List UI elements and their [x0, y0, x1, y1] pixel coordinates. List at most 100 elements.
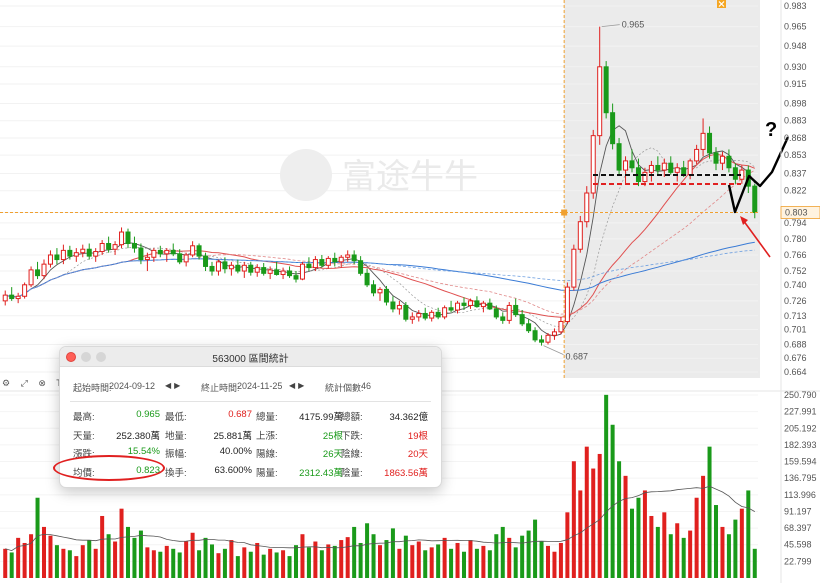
candle — [358, 256, 364, 276]
candle — [377, 287, 383, 301]
candle — [138, 243, 144, 265]
candles — [2, 26, 758, 346]
current-price-badge: 0.803 — [780, 206, 820, 219]
volume-bar — [300, 534, 305, 578]
stat-value: 4175.99萬 — [299, 412, 343, 423]
candle — [235, 259, 241, 274]
end-time-label: 終止時間: — [201, 383, 240, 393]
stat-value: 2312.43萬 — [299, 467, 343, 479]
candle — [390, 296, 396, 313]
volume-bar — [138, 530, 143, 578]
candle — [545, 332, 551, 345]
volume-bar — [222, 548, 227, 578]
candle — [455, 300, 461, 314]
candle — [351, 250, 357, 265]
expand-icon[interactable]: ⤢ — [20, 378, 28, 388]
candle — [661, 158, 667, 177]
price-tick-label: 0.898 — [784, 99, 807, 109]
window-zoom-icon[interactable] — [96, 352, 106, 362]
price-tick-label: 0.915 — [784, 79, 807, 89]
volume-bar — [610, 424, 615, 578]
price-tick-label: 0.664 — [784, 367, 807, 377]
stat-label: 地量: — [165, 430, 187, 442]
candle — [707, 126, 713, 159]
volume-bar — [306, 547, 311, 578]
stat-value: 25.881萬 — [213, 430, 252, 442]
window-titlebar[interactable]: 563000 區間統計 — [60, 347, 441, 367]
volume-bar — [526, 530, 531, 578]
candle — [80, 244, 86, 258]
volume-bar — [429, 547, 434, 578]
close-icon[interactable]: ⊗ — [38, 378, 46, 388]
candle — [435, 307, 441, 320]
volume-bar — [726, 534, 731, 578]
volume-bar — [642, 490, 647, 578]
candle — [190, 241, 196, 258]
volume-tick-label: 91.197 — [784, 506, 812, 516]
volume-bar — [209, 544, 215, 578]
annotations: ? — [593, 119, 790, 258]
candle — [183, 252, 189, 267]
volume-bar — [132, 537, 137, 578]
candle — [674, 163, 680, 182]
price-tick-label: 0.740 — [784, 280, 807, 290]
candle — [571, 244, 577, 291]
volume-axis: 250.790 227.991 205.192 182.393 159.594 136.7… — [780, 390, 817, 583]
volume-bar — [468, 540, 473, 578]
window-title: 563000 區間統計 — [212, 354, 289, 365]
selection-handle[interactable] — [561, 209, 568, 216]
candle — [506, 302, 512, 324]
price-tick-label: 0.948 — [784, 41, 807, 51]
start-time-stepper[interactable]: ◀▶ — [165, 381, 184, 390]
candle — [383, 285, 389, 306]
candle — [713, 147, 719, 171]
volume-bar — [74, 556, 79, 578]
candle — [655, 156, 661, 175]
candle — [203, 252, 209, 272]
volume-bar — [707, 446, 712, 578]
volume-tick-label: 45.598 — [784, 540, 812, 550]
candle — [371, 280, 377, 297]
volume-bar — [293, 545, 299, 578]
candle — [99, 240, 105, 255]
candle — [280, 267, 286, 280]
volume-bar — [617, 461, 622, 578]
volume-bar — [688, 530, 693, 578]
stat-label: 換手: — [165, 467, 187, 479]
candle — [241, 261, 247, 278]
volume-bar — [3, 548, 8, 578]
candle — [584, 186, 590, 228]
stat-label: 漲跌: — [73, 449, 95, 460]
volume-bar — [190, 532, 195, 578]
candle — [170, 243, 176, 257]
candle — [448, 300, 454, 313]
candle — [112, 241, 118, 255]
projection-path — [727, 136, 790, 214]
volume-bar — [281, 550, 286, 578]
end-time-stepper[interactable]: ◀▶ — [289, 381, 308, 390]
price-tick-label: 0.853 — [784, 150, 807, 160]
stat-value: 252.380萬 — [116, 430, 160, 442]
window-close-icon[interactable] — [66, 352, 76, 362]
red-arrow-head — [740, 216, 748, 225]
volume-bar — [158, 551, 163, 578]
volume-bar — [345, 537, 350, 578]
watermark-text: 富途牛牛 — [342, 158, 478, 196]
candle — [364, 268, 370, 288]
volume-bar — [545, 545, 551, 578]
volume-bar — [739, 508, 744, 578]
candle — [261, 263, 267, 276]
gear-icon[interactable]: ⚙ — [2, 378, 11, 388]
start-time-label: 起始時間: — [73, 383, 112, 393]
volume-bar — [255, 542, 260, 578]
volume-bar — [9, 552, 14, 578]
volume-bar — [54, 545, 59, 578]
candle — [2, 290, 8, 306]
watermark: 富途牛牛 — [280, 149, 478, 201]
stat-label: 陰線: — [341, 449, 363, 460]
window-minimize-icon[interactable] — [81, 352, 91, 362]
selection-close-icon[interactable] — [717, 0, 726, 8]
volume-bar — [662, 512, 667, 578]
volume-bar — [416, 541, 421, 578]
volume-tick-label: 250.790 — [784, 390, 817, 400]
